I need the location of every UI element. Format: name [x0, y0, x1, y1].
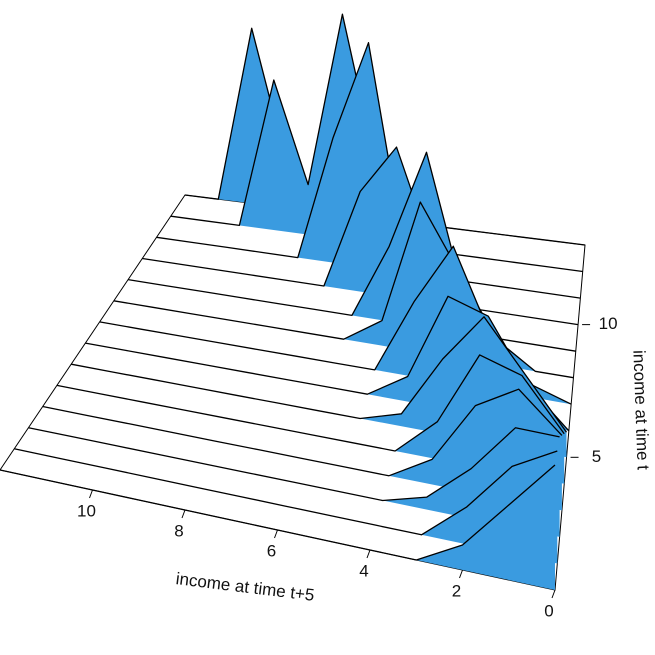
- ridge-line: [156, 42, 581, 299]
- x-tick: [551, 589, 556, 599]
- y-tick-label: 5: [592, 447, 601, 466]
- ridge-fill: [42, 389, 562, 511]
- ridge-fill: [156, 42, 581, 299]
- x-tick-label: 2: [452, 581, 461, 600]
- x-axis-label: income at time t+5: [175, 569, 316, 605]
- ridge-line: [142, 146, 579, 326]
- x-tick-label: 6: [267, 541, 276, 560]
- x-tick: [89, 489, 93, 499]
- x-tick: [366, 549, 371, 559]
- x-tick: [274, 529, 278, 539]
- y-tick-label: 10: [599, 314, 618, 333]
- ridge-line: [71, 316, 568, 433]
- x-tick: [181, 509, 186, 519]
- ridge-line: [28, 427, 560, 502]
- ridge-fill: [142, 147, 579, 325]
- x-tick-label: 0: [544, 601, 553, 620]
- ridge-fill: [0, 465, 555, 590]
- y-axis-label: income at time t: [629, 350, 652, 471]
- ridge-line: [85, 295, 570, 432]
- x-tick-label: 10: [77, 501, 96, 520]
- x-tick-label: 8: [174, 521, 183, 540]
- ridge-line: [14, 448, 558, 536]
- ridge-fill: [170, 14, 583, 272]
- ridge-line: [56, 354, 565, 452]
- ridge-line: [42, 388, 563, 477]
- ridge-line: [0, 464, 556, 561]
- ridge-fill: [56, 354, 565, 484]
- x-tick: [459, 569, 463, 579]
- x-tick-label: 4: [359, 561, 368, 580]
